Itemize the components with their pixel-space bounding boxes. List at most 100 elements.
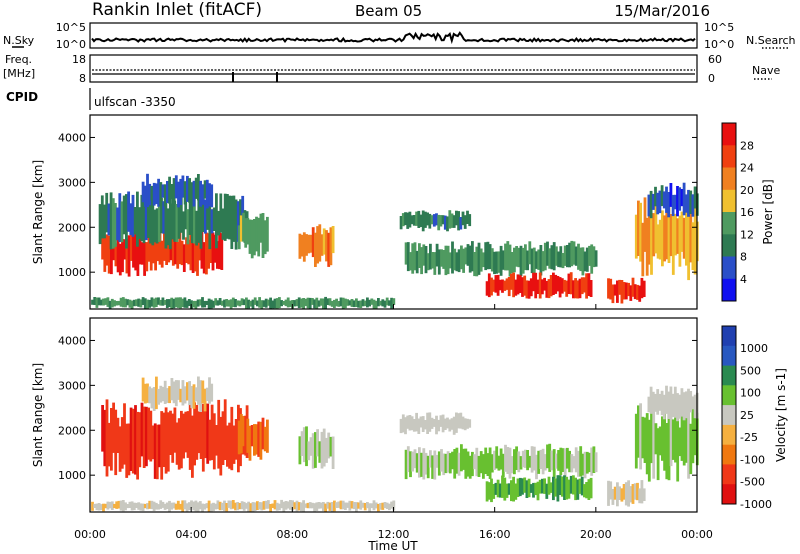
heatmap-cell — [667, 399, 671, 481]
heatmap-cell — [671, 393, 675, 417]
heatmap-cell — [565, 280, 569, 297]
heatmap-cell — [166, 208, 170, 246]
heatmap-cell — [507, 277, 511, 297]
heatmap-cell — [201, 184, 205, 205]
heatmap-cell — [208, 183, 211, 207]
heatmap-cell — [106, 501, 110, 510]
heatmap-cell — [250, 219, 254, 259]
heatmap-cell — [223, 299, 226, 308]
heatmap-cell — [280, 499, 283, 509]
heatmap-cell — [242, 501, 246, 511]
heatmap-cell — [98, 204, 102, 245]
heatmap-cell — [410, 215, 414, 225]
colorbar-swatch — [722, 444, 736, 465]
heatmap-cell — [607, 278, 610, 299]
heatmap-cell — [193, 197, 196, 244]
heatmap-cell — [125, 423, 129, 478]
heatmap-cell — [146, 503, 149, 510]
heatmap-cell — [302, 427, 306, 463]
heatmap-cell — [110, 298, 114, 308]
heatmap-cell — [517, 247, 521, 268]
heatmap-cell — [576, 280, 580, 299]
x-tick-label: 20:00 — [580, 528, 612, 541]
heatmap-cell — [687, 189, 690, 217]
heatmap-cell — [588, 452, 591, 473]
heatmap-cell — [656, 389, 660, 415]
velocity-marks — [91, 376, 699, 512]
colorbar-swatch — [722, 365, 736, 386]
heatmap-cell — [170, 184, 174, 199]
colorbar-swatch — [722, 464, 736, 485]
heatmap-cell — [137, 298, 141, 307]
heatmap-cell — [306, 297, 310, 309]
heatmap-cell — [631, 484, 635, 504]
heatmap-cell — [157, 504, 160, 510]
heatmap-cell — [650, 217, 653, 275]
heatmap-cell — [145, 406, 148, 467]
heatmap-cell — [187, 299, 191, 306]
heatmap-cell — [411, 243, 415, 274]
cpid-label: CPID — [6, 90, 38, 104]
heatmap-cell — [624, 482, 628, 506]
heatmap-cell — [417, 418, 421, 434]
heatmap-cell — [689, 190, 693, 214]
heatmap-cell — [468, 419, 472, 428]
heatmap-cell — [305, 426, 308, 467]
heatmap-cell — [687, 388, 690, 417]
heatmap-cell — [143, 185, 147, 207]
heatmap-cell — [563, 279, 566, 292]
heatmap-cell — [175, 422, 179, 465]
heatmap-cell — [128, 299, 132, 308]
heatmap-cell — [204, 403, 207, 459]
heatmap-cell — [372, 500, 376, 511]
heatmap-cell — [550, 245, 554, 270]
heatmap-cell — [463, 418, 467, 431]
heatmap-cell — [298, 233, 302, 259]
heatmap-cell — [680, 189, 684, 207]
heatmap-cell — [192, 300, 196, 308]
heatmap-cell — [507, 483, 511, 495]
heatmap-cell — [161, 297, 165, 306]
heatmap-cell — [220, 233, 224, 270]
heatmap-cell — [629, 486, 633, 503]
heatmap-cell — [141, 297, 145, 305]
heatmap-cell — [194, 500, 198, 512]
heatmap-cell — [510, 252, 514, 274]
heatmap-cell — [335, 298, 338, 307]
heatmap-cell — [315, 502, 319, 511]
heatmap-cell — [260, 300, 264, 309]
heatmap-cell — [611, 284, 615, 304]
heatmap-cell — [269, 504, 272, 512]
heatmap-cell — [428, 213, 432, 229]
x-tick-label: 00:00 — [681, 528, 713, 541]
colorbar-tick-label: 20 — [740, 184, 754, 197]
y-tick-label: 1000 — [58, 266, 86, 279]
heatmap-cell — [280, 300, 283, 307]
heatmap-cell — [401, 213, 405, 227]
heatmap-cell — [437, 419, 441, 432]
heatmap-cell — [215, 193, 218, 249]
heatmap-cell — [223, 500, 226, 512]
heatmap-cell — [457, 452, 461, 476]
heatmap-cell — [253, 424, 256, 456]
heatmap-cell — [124, 298, 127, 308]
colorbar-swatch — [722, 484, 736, 505]
heatmap-cell — [637, 405, 640, 458]
heatmap-cell — [168, 500, 171, 512]
heatmap-cell — [311, 298, 314, 305]
heatmap-cell — [512, 272, 515, 298]
heatmap-cell — [152, 387, 156, 411]
heatmap-cell — [462, 448, 465, 470]
heatmap-cell — [176, 500, 180, 510]
heatmap-cell — [558, 475, 562, 495]
heatmap-cell — [486, 453, 490, 476]
heatmap-cell — [183, 297, 187, 308]
heatmap-cell — [691, 407, 695, 464]
heatmap-cell — [199, 180, 202, 207]
heatmap-cell — [324, 503, 327, 512]
heatmap-cell — [247, 299, 250, 309]
heatmap-cell — [492, 279, 496, 292]
heatmap-cell — [185, 237, 188, 263]
heatmap-cell — [166, 388, 169, 403]
heatmap-cell — [561, 253, 565, 269]
